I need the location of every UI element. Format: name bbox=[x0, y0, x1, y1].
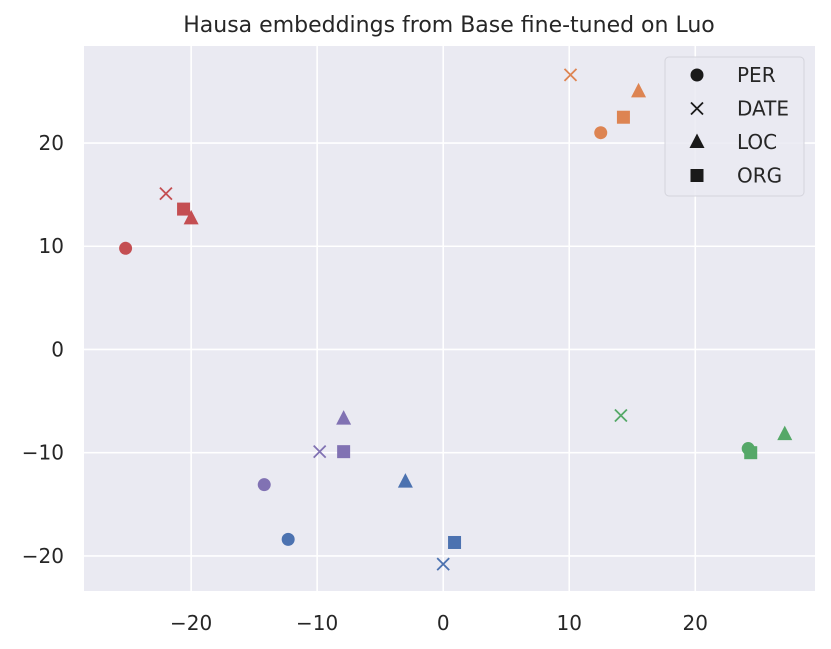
x-tick-label: −10 bbox=[296, 611, 338, 635]
legend-label: LOC bbox=[737, 130, 777, 154]
legend-label: DATE bbox=[737, 97, 789, 121]
tick-labels: −20 −10 0 10 20 −20 −10 0 10 20 bbox=[22, 131, 708, 635]
legend-marker-loc bbox=[689, 133, 705, 148]
x-tick-label: 10 bbox=[557, 611, 582, 635]
legend-marker-date bbox=[690, 101, 704, 116]
point-date bbox=[563, 68, 578, 82]
point-loc bbox=[631, 82, 647, 98]
legend-box bbox=[664, 56, 805, 197]
legend-marker-org bbox=[690, 169, 704, 182]
point-loc bbox=[183, 209, 199, 225]
data-points bbox=[119, 68, 793, 571]
point-org bbox=[448, 535, 462, 549]
legend-label: PER bbox=[737, 63, 776, 87]
point-org bbox=[616, 110, 630, 124]
y-tick-label: 10 bbox=[39, 234, 64, 258]
point-org bbox=[337, 445, 351, 459]
point-org bbox=[744, 446, 758, 460]
point-per bbox=[119, 241, 133, 255]
point-loc bbox=[397, 473, 413, 488]
point-date bbox=[313, 445, 327, 459]
x-tick-label: 20 bbox=[683, 611, 708, 635]
point-per bbox=[594, 126, 608, 140]
legend-marker-per bbox=[690, 68, 704, 82]
point-per bbox=[257, 478, 271, 492]
legend-label: ORG bbox=[737, 164, 782, 188]
point-date bbox=[159, 186, 173, 201]
y-tick-label: 0 bbox=[51, 337, 64, 361]
x-tick-label: 0 bbox=[437, 611, 450, 635]
x-tick-label: −20 bbox=[170, 611, 212, 635]
point-org bbox=[177, 202, 191, 216]
chart-title: Hausa embeddings from Base fine-tuned on… bbox=[183, 13, 714, 38]
y-tick-label: −20 bbox=[22, 544, 64, 568]
point-loc bbox=[777, 425, 793, 441]
point-per bbox=[281, 532, 295, 546]
point-date bbox=[436, 557, 450, 571]
y-tick-label: 20 bbox=[39, 131, 64, 155]
legend: PER DATE LOC ORG bbox=[664, 56, 805, 197]
point-date bbox=[614, 408, 628, 423]
point-loc bbox=[336, 410, 352, 425]
y-tick-label: −10 bbox=[22, 441, 64, 465]
